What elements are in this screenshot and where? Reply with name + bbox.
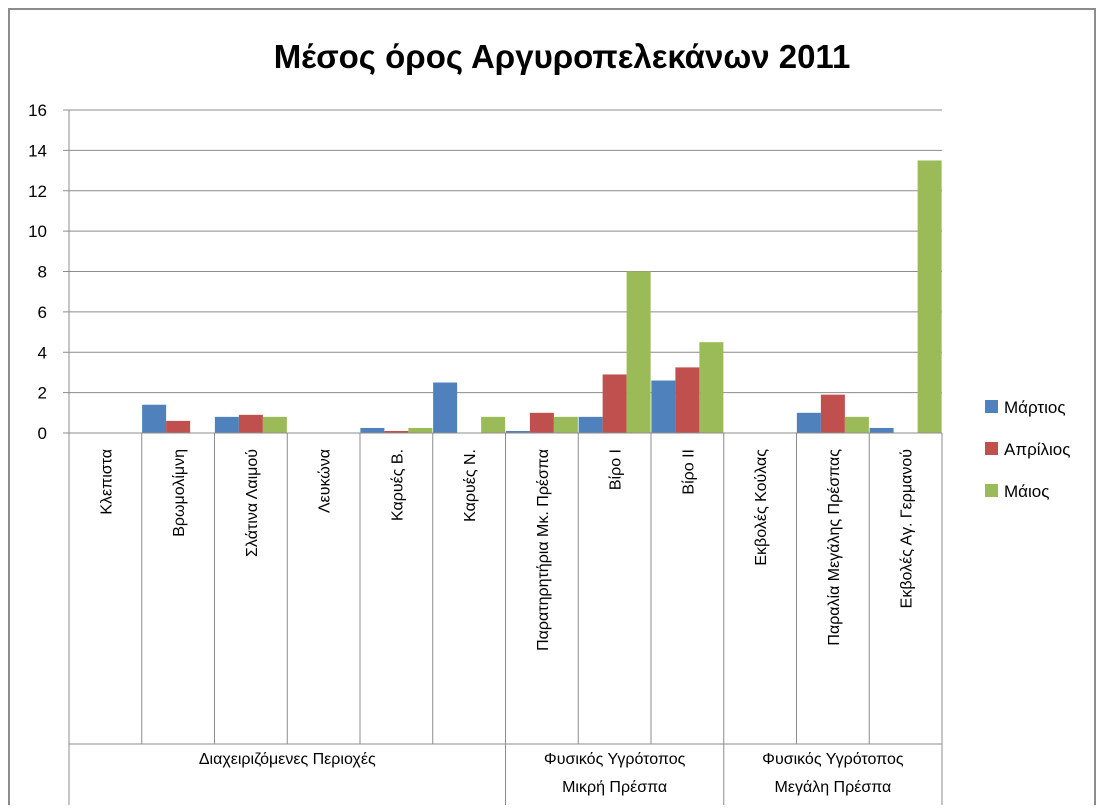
bar bbox=[820, 394, 845, 433]
legend-label: Απρίλιος bbox=[1004, 440, 1070, 459]
category-label: Εκβολές Κούλας bbox=[753, 449, 770, 566]
bar bbox=[675, 367, 700, 433]
bar bbox=[238, 414, 263, 433]
legend-label: Μάιος bbox=[1004, 482, 1049, 501]
y-tick-label: 8 bbox=[38, 263, 47, 282]
bar bbox=[917, 160, 942, 433]
bar bbox=[262, 416, 287, 433]
legend: Μάρτιος Απρίλιος Μάιος bbox=[985, 398, 1070, 501]
group-label: Φυσικός Υγρότοπος bbox=[544, 751, 686, 768]
bar bbox=[602, 374, 627, 433]
bar bbox=[529, 412, 554, 433]
bar bbox=[626, 271, 651, 433]
category-label: Βρωμολίμνη bbox=[171, 449, 188, 537]
legend-swatch bbox=[985, 484, 998, 497]
group-label: Μικρή Πρέσπα bbox=[562, 779, 667, 796]
y-tick-label: 4 bbox=[38, 343, 47, 362]
bar bbox=[553, 416, 578, 433]
y-tick-label: 12 bbox=[28, 182, 47, 201]
legend-label: Μάρτιος bbox=[1004, 398, 1066, 417]
legend-swatch bbox=[985, 442, 998, 455]
chart-border bbox=[8, 8, 1096, 810]
category-label: Βίρο ΙΙ bbox=[680, 449, 697, 495]
category-label: Βίρο Ι bbox=[608, 449, 625, 490]
category-label: Καρυές Ν. bbox=[462, 449, 479, 522]
bar bbox=[796, 412, 821, 433]
group-label: Μεγάλη Πρέσπα bbox=[774, 779, 891, 796]
group-label: Φυσικός Υγρότοπος bbox=[762, 751, 904, 768]
bar bbox=[408, 427, 433, 433]
y-tick-label: 0 bbox=[38, 424, 47, 443]
category-label: Παρατηρητήρια Μκ. Πρέσπα bbox=[535, 449, 552, 651]
bar bbox=[360, 427, 385, 433]
bar bbox=[214, 416, 239, 433]
legend-swatch bbox=[985, 400, 998, 413]
category-label: Παραλία Μεγάλης Πρέσπας bbox=[826, 449, 843, 646]
y-tick-label: 6 bbox=[38, 303, 47, 322]
bar bbox=[578, 416, 603, 433]
bar bbox=[166, 420, 191, 433]
bar bbox=[651, 380, 676, 433]
bars bbox=[142, 160, 942, 433]
bar bbox=[384, 430, 409, 433]
y-tick-label: 14 bbox=[28, 141, 47, 160]
category-label: Λευκώνα bbox=[317, 449, 334, 513]
category-label: Κλεπιστα bbox=[98, 449, 115, 515]
bar bbox=[869, 427, 894, 433]
bar bbox=[142, 404, 167, 433]
bar bbox=[699, 342, 724, 433]
category-label: Εκβολές Αγ. Γερμανού bbox=[899, 449, 916, 608]
y-tick-label: 10 bbox=[28, 222, 47, 241]
category-label: Καρυές Β. bbox=[389, 449, 406, 521]
group-label: Διαχειριζόμενες Περιοχές bbox=[199, 751, 376, 768]
axes: 0 2 4 6 8 10 12 14 16 Κλεπιστα Βρωμολίμνη Σλάτινα Λ… bbox=[28, 101, 943, 805]
bar bbox=[433, 382, 458, 433]
bar bbox=[505, 430, 530, 433]
y-tick-label: 2 bbox=[38, 384, 47, 403]
chart-title: Μέσος όρος Αργυροπελεκάνων 2011 bbox=[274, 38, 851, 75]
bar bbox=[481, 416, 506, 433]
bar bbox=[844, 416, 869, 433]
category-label: Σλάτινα Λαιμού bbox=[244, 449, 261, 557]
y-tick-label: 16 bbox=[28, 101, 47, 120]
